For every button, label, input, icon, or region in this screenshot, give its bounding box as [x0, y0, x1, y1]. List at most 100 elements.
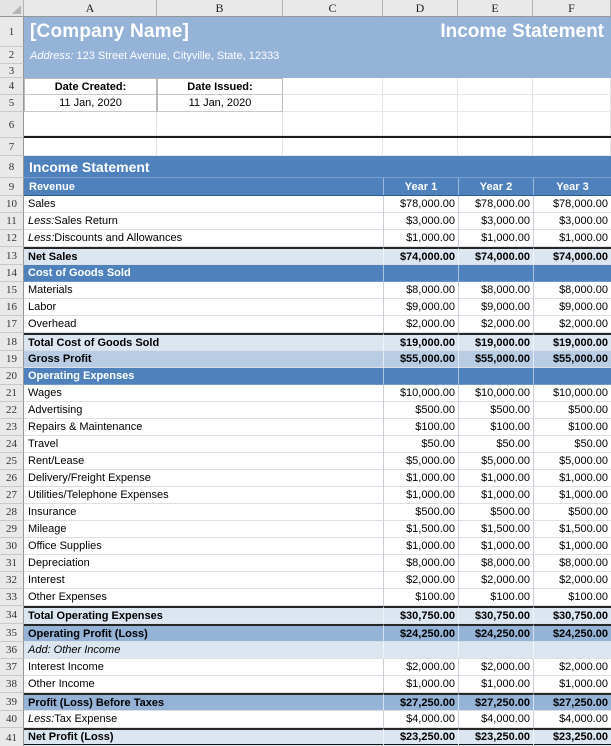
year2-value-cell[interactable]: $100.00 [458, 419, 533, 436]
empty-cell[interactable] [458, 78, 533, 95]
row-number[interactable]: 21 [0, 385, 24, 402]
year3-value-cell[interactable]: $55,000.00 [533, 351, 611, 368]
row-number[interactable]: 12 [0, 230, 24, 247]
year3-value-cell[interactable] [533, 368, 611, 385]
year3-value-cell[interactable]: $3,000.00 [533, 213, 611, 230]
year3-value-cell[interactable]: $2,000.00 [533, 659, 611, 676]
year3-value-cell[interactable]: $1,500.00 [533, 521, 611, 538]
year3-value-cell[interactable]: $500.00 [533, 504, 611, 521]
year3-column-header[interactable]: Year 3 [533, 178, 611, 195]
year2-value-cell[interactable]: $55,000.00 [458, 351, 533, 368]
address-cell[interactable]: Address: 123 Street Avenue, Cityville, S… [24, 47, 611, 64]
row-number[interactable]: 24 [0, 436, 24, 453]
statement-title-cell[interactable]: Income Statement [24, 156, 611, 178]
year2-value-cell[interactable]: $2,000.00 [458, 659, 533, 676]
empty-cell[interactable] [283, 78, 383, 95]
empty-cell[interactable] [458, 138, 533, 156]
year1-value-cell[interactable]: $78,000.00 [383, 196, 458, 213]
row-label-cell[interactable]: Office Supplies [24, 538, 383, 555]
year3-value-cell[interactable]: $500.00 [533, 402, 611, 419]
empty-cell[interactable] [458, 112, 533, 136]
row-number[interactable]: 1 [0, 17, 24, 47]
row-number[interactable]: 16 [0, 299, 24, 316]
year2-value-cell[interactable]: $19,000.00 [458, 333, 533, 351]
year2-value-cell[interactable]: $50.00 [458, 436, 533, 453]
year3-value-cell[interactable] [533, 642, 611, 659]
year2-column-header[interactable]: Year 2 [458, 178, 533, 195]
column-header-d[interactable]: D [383, 0, 458, 17]
column-header-c[interactable]: C [283, 0, 383, 17]
row-number[interactable]: 7 [0, 138, 24, 156]
row-label-cell[interactable]: Net Sales [24, 247, 383, 265]
row-number[interactable]: 13 [0, 247, 24, 265]
row-number[interactable]: 38 [0, 676, 24, 693]
row-label-cell[interactable]: Interest Income [24, 659, 383, 676]
year1-value-cell[interactable]: $8,000.00 [383, 555, 458, 572]
row-number[interactable]: 33 [0, 589, 24, 606]
year2-value-cell[interactable]: $2,000.00 [458, 572, 533, 589]
year1-value-cell[interactable]: $27,250.00 [383, 693, 458, 711]
row-label-cell[interactable]: Sales [24, 196, 383, 213]
year3-value-cell[interactable]: $1,000.00 [533, 470, 611, 487]
row-number[interactable]: 29 [0, 521, 24, 538]
row-number[interactable]: 11 [0, 213, 24, 230]
column-header-a[interactable]: A [24, 0, 157, 17]
year1-value-cell[interactable]: $24,250.00 [383, 624, 458, 642]
row-label-cell[interactable]: Less: Tax Expense [24, 711, 383, 728]
row-label-cell[interactable]: Overhead [24, 316, 383, 333]
empty-cell[interactable] [283, 138, 383, 156]
year1-value-cell[interactable]: $500.00 [383, 504, 458, 521]
empty-cell[interactable] [383, 95, 458, 112]
year3-value-cell[interactable]: $10,000.00 [533, 385, 611, 402]
year2-value-cell[interactable]: $74,000.00 [458, 247, 533, 265]
empty-cell[interactable] [283, 95, 383, 112]
year2-value-cell[interactable]: $1,000.00 [458, 470, 533, 487]
empty-cell[interactable] [24, 112, 157, 136]
date-issued-label[interactable]: Date Issued: [157, 78, 283, 95]
year3-value-cell[interactable]: $2,000.00 [533, 316, 611, 333]
year2-value-cell[interactable]: $500.00 [458, 504, 533, 521]
row-label-cell[interactable]: Total Cost of Goods Sold [24, 333, 383, 351]
row-label-cell[interactable]: Labor [24, 299, 383, 316]
year1-column-header[interactable]: Year 1 [383, 178, 458, 195]
year1-value-cell[interactable]: $500.00 [383, 402, 458, 419]
empty-cell[interactable] [533, 95, 611, 112]
year1-value-cell[interactable]: $1,000.00 [383, 230, 458, 247]
row-number[interactable]: 30 [0, 538, 24, 555]
row-number[interactable]: 40 [0, 711, 24, 728]
year3-value-cell[interactable]: $8,000.00 [533, 282, 611, 299]
row-number[interactable]: 18 [0, 333, 24, 351]
row-label-cell[interactable]: Operating Profit (Loss) [24, 624, 383, 642]
row-label-cell[interactable]: Less: Discounts and Allowances [24, 230, 383, 247]
banner-empty-cell[interactable] [24, 64, 611, 78]
year1-value-cell[interactable]: $1,000.00 [383, 470, 458, 487]
year1-value-cell[interactable]: $1,000.00 [383, 487, 458, 504]
year2-value-cell[interactable]: $9,000.00 [458, 299, 533, 316]
year2-value-cell[interactable]: $10,000.00 [458, 385, 533, 402]
year2-value-cell[interactable] [458, 642, 533, 659]
year3-value-cell[interactable]: $30,750.00 [533, 606, 611, 624]
date-created-value[interactable]: 11 Jan, 2020 [24, 95, 157, 112]
year1-value-cell[interactable]: $100.00 [383, 589, 458, 606]
year3-value-cell[interactable]: $19,000.00 [533, 333, 611, 351]
year2-value-cell[interactable]: $24,250.00 [458, 624, 533, 642]
year3-value-cell[interactable]: $9,000.00 [533, 299, 611, 316]
year1-value-cell[interactable]: $55,000.00 [383, 351, 458, 368]
row-number[interactable]: 6 [0, 112, 24, 138]
row-number[interactable]: 17 [0, 316, 24, 333]
select-all-corner[interactable] [0, 0, 24, 17]
year1-value-cell[interactable]: $5,000.00 [383, 453, 458, 470]
row-label-cell[interactable]: Utilities/Telephone Expenses [24, 487, 383, 504]
empty-cell[interactable] [383, 78, 458, 95]
row-number[interactable]: 3 [0, 64, 24, 78]
year3-value-cell[interactable]: $74,000.00 [533, 247, 611, 265]
row-label-cell[interactable]: Advertising [24, 402, 383, 419]
year2-value-cell[interactable]: $8,000.00 [458, 555, 533, 572]
row-label-cell[interactable]: Gross Profit [24, 351, 383, 368]
year3-value-cell[interactable]: $1,000.00 [533, 538, 611, 555]
empty-cell[interactable] [383, 112, 458, 136]
row-number[interactable]: 14 [0, 265, 24, 282]
year2-value-cell[interactable]: $23,250.00 [458, 728, 533, 746]
year1-value-cell[interactable]: $23,250.00 [383, 728, 458, 746]
banner-cell[interactable]: [Company Name] Income Statement [24, 17, 611, 47]
